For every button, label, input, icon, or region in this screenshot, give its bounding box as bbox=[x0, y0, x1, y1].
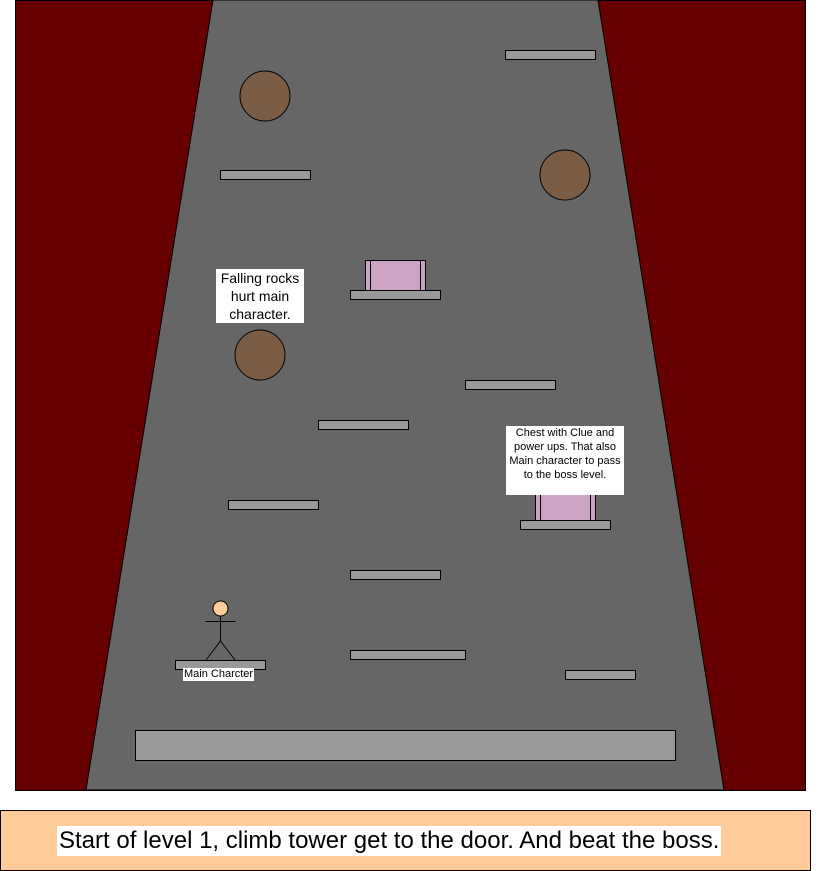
platform bbox=[220, 170, 311, 180]
platform bbox=[228, 500, 319, 510]
treasure-chest bbox=[535, 490, 596, 521]
falling-rock bbox=[239, 70, 291, 122]
platform bbox=[505, 50, 596, 60]
rocks-note: Falling rocks hurt main character. bbox=[216, 269, 304, 323]
floor-platform bbox=[135, 730, 676, 761]
player-head bbox=[212, 600, 229, 617]
platform bbox=[350, 650, 466, 660]
platform bbox=[520, 520, 611, 530]
main-character bbox=[205, 600, 236, 661]
platform bbox=[350, 570, 441, 580]
player-label: Main Charcter bbox=[183, 668, 255, 681]
platform bbox=[465, 380, 556, 390]
falling-rock bbox=[539, 149, 591, 201]
platform bbox=[350, 290, 441, 300]
platform bbox=[565, 670, 636, 680]
chest-note: Chest with Clue and power ups. That also… bbox=[506, 426, 624, 495]
falling-rock bbox=[234, 329, 286, 381]
level-caption: Start of level 1, climb tower get to the… bbox=[57, 826, 722, 856]
platform bbox=[318, 420, 409, 430]
treasure-chest bbox=[365, 260, 426, 291]
